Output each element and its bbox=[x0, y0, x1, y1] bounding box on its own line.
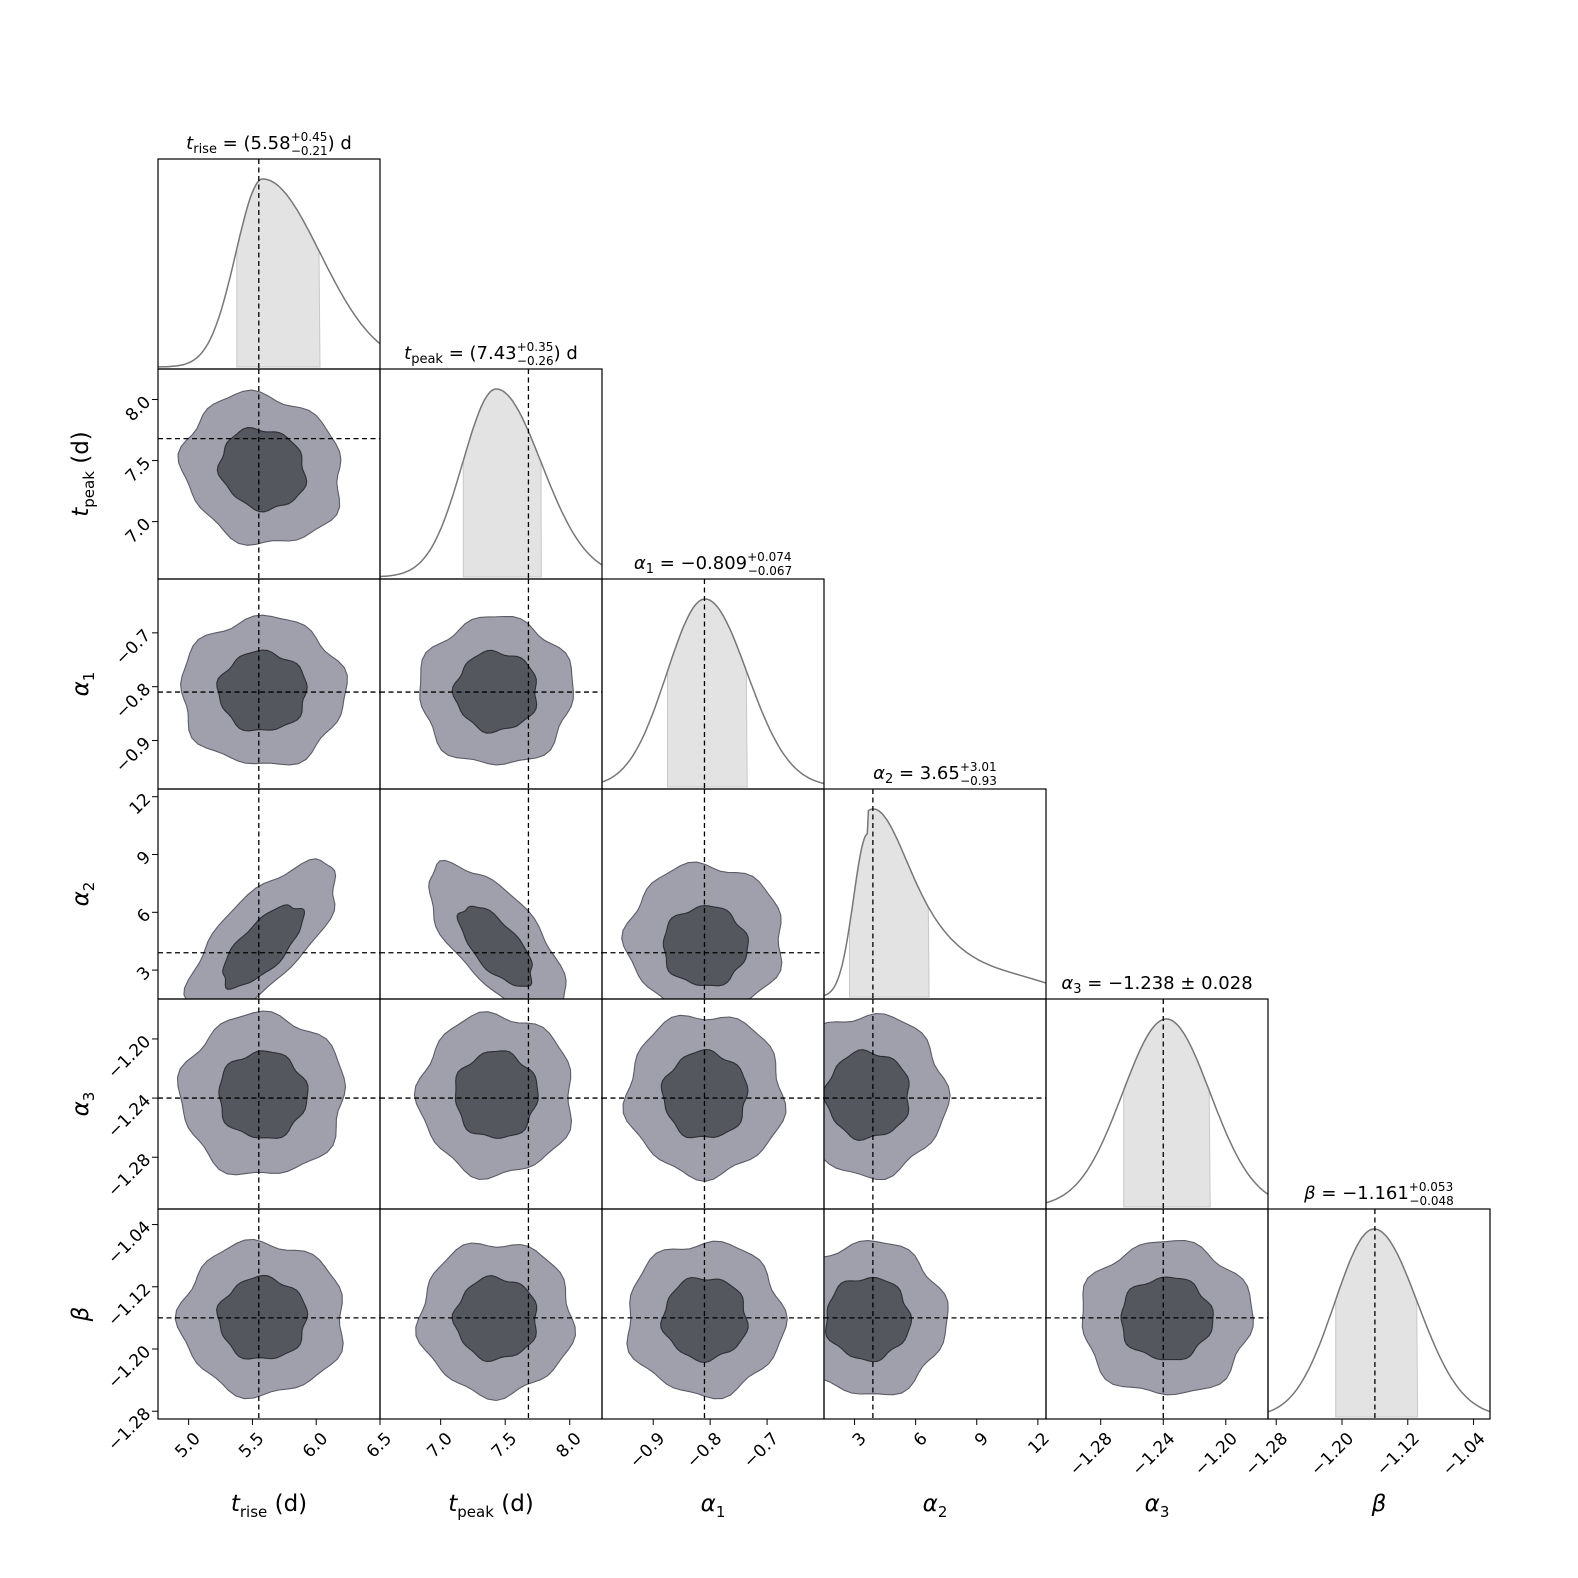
contour-68 bbox=[451, 1275, 538, 1363]
x-tick-label: 12 bbox=[1024, 1429, 1053, 1458]
joint-alpha_2-alpha_3 bbox=[823, 998, 1047, 1210]
x-tick-label: 9 bbox=[971, 1429, 993, 1451]
x-tick-label: −1.12 bbox=[1373, 1429, 1424, 1480]
marginal-beta: −1.28 −1.20 −1.12 −1.04 bbox=[1241, 1208, 1491, 1480]
x-axis-label-alpha_1: α1 bbox=[701, 1491, 726, 1521]
credible-interval-band bbox=[462, 388, 542, 578]
y-tick-label: 7.5 bbox=[122, 453, 155, 486]
marginal-alpha_3 bbox=[1045, 998, 1269, 1210]
credible-interval-band bbox=[849, 808, 930, 998]
marginal-t_peak bbox=[379, 368, 603, 580]
contour-68 bbox=[824, 1276, 913, 1363]
y-axis-label-alpha_2: α2 bbox=[68, 882, 98, 907]
contour-68 bbox=[216, 427, 308, 513]
x-tick-label: 7.5 bbox=[488, 1429, 521, 1462]
marginal-title-t_rise: trise = (5.58+0.45 −0.21) d bbox=[186, 130, 352, 158]
x-tick-label: 5.0 bbox=[171, 1429, 204, 1462]
x-tick-label: 8.0 bbox=[552, 1429, 585, 1462]
joint-alpha_1-alpha_2 bbox=[601, 788, 825, 1000]
y-tick-label: −1.28 bbox=[104, 1404, 155, 1455]
joint-t_rise-beta: −1.28 −1.20 −1.12 −1.04 5.0 5.5 6.0 6.5 bbox=[104, 1208, 396, 1462]
contour-68 bbox=[454, 1050, 539, 1139]
x-tick-label: −1.20 bbox=[1191, 1429, 1242, 1480]
posterior-density-line bbox=[824, 808, 1046, 997]
credible-interval-band bbox=[667, 598, 748, 788]
x-tick-label: −1.20 bbox=[1307, 1429, 1358, 1480]
marginal-alpha_1 bbox=[601, 578, 825, 790]
x-tick-label: 6.0 bbox=[299, 1429, 332, 1462]
joint-alpha_2-beta: 3 6 9 12 bbox=[823, 1208, 1054, 1458]
posterior-density-line bbox=[1046, 1018, 1268, 1204]
contour-68 bbox=[218, 1050, 309, 1139]
credible-interval-band bbox=[236, 178, 321, 368]
y-axis-label-alpha_3: α3 bbox=[68, 1092, 98, 1117]
joint-alpha_1-beta: −0.9 −0.8 −0.7 bbox=[601, 1208, 825, 1472]
joint-t_peak-beta: 7.0 7.5 8.0 bbox=[379, 1208, 603, 1462]
x-tick-label: −0.8 bbox=[683, 1429, 726, 1472]
marginal-title-alpha_3: α3 = −1.238 ± 0.028 bbox=[1061, 973, 1252, 997]
y-tick-label: −1.20 bbox=[104, 1342, 155, 1393]
joint-t_rise-alpha_3: −1.28 −1.24 −1.20 bbox=[104, 998, 381, 1210]
x-tick-label: 7.0 bbox=[423, 1429, 456, 1462]
marginal-title-t_peak: tpeak = (7.43+0.35 −0.26) d bbox=[404, 340, 578, 368]
x-tick-label: 6.5 bbox=[363, 1429, 396, 1462]
posterior-density-line bbox=[380, 388, 602, 578]
x-tick-label: −1.28 bbox=[1066, 1429, 1117, 1480]
marginal-title-alpha_1: α1 = −0.809+0.074 −0.067 bbox=[634, 550, 792, 578]
joint-t_rise-alpha_1: −0.9 −0.8 −0.7 bbox=[112, 578, 381, 790]
marginal-title-beta: β = −1.161+0.053 −0.048 bbox=[1303, 1180, 1454, 1208]
posterior-density-line bbox=[1268, 1228, 1490, 1413]
y-tick-label: −0.9 bbox=[112, 733, 155, 776]
y-tick-label: 12 bbox=[126, 790, 155, 819]
y-tick-label: −1.04 bbox=[104, 1217, 155, 1268]
x-axis-label-alpha_3: α3 bbox=[1145, 1491, 1170, 1521]
x-tick-label: −1.24 bbox=[1128, 1429, 1179, 1480]
y-tick-label: −1.28 bbox=[104, 1150, 155, 1201]
x-tick-label: −0.7 bbox=[740, 1429, 783, 1472]
panel-frame bbox=[1267, 1208, 1491, 1420]
contour-68 bbox=[662, 905, 749, 987]
marginal-title-alpha_2: α2 = 3.65+3.01 −0.93 bbox=[873, 760, 997, 788]
joint-t_rise-alpha_2: 3 6 9 12 bbox=[126, 788, 381, 1000]
y-tick-label: −1.12 bbox=[104, 1280, 155, 1331]
joint-t_peak-alpha_2 bbox=[379, 788, 603, 1000]
joint-t_rise-t_peak: 7.0 7.5 8.0 bbox=[122, 368, 381, 580]
posterior-density-line bbox=[602, 598, 824, 785]
y-tick-label: −1.24 bbox=[104, 1091, 155, 1142]
x-tick-label: −1.04 bbox=[1439, 1429, 1490, 1480]
y-tick-label: 8.0 bbox=[122, 392, 155, 425]
y-tick-label: 9 bbox=[133, 847, 155, 869]
x-tick-label: −1.28 bbox=[1241, 1429, 1292, 1480]
x-tick-label: 6 bbox=[910, 1429, 932, 1451]
x-tick-label: −0.9 bbox=[626, 1429, 669, 1472]
x-axis-label-alpha_2: α2 bbox=[923, 1491, 948, 1521]
y-tick-label: −0.7 bbox=[112, 626, 155, 669]
y-tick-label: −0.8 bbox=[112, 680, 155, 723]
contour-68 bbox=[824, 1049, 910, 1141]
joint-alpha_3-beta: −1.28 −1.24 −1.20 bbox=[1045, 1208, 1269, 1480]
joint-t_peak-alpha_3 bbox=[379, 998, 603, 1210]
y-axis-label-beta: β bbox=[68, 1307, 94, 1323]
x-tick-label: 5.5 bbox=[235, 1429, 268, 1462]
y-tick-label: 3 bbox=[133, 963, 155, 985]
joint-t_peak-alpha_1 bbox=[379, 578, 603, 790]
joint-alpha_1-alpha_3 bbox=[601, 998, 825, 1210]
credible-interval-band bbox=[1123, 1018, 1211, 1208]
y-axis-label-alpha_1: α1 bbox=[68, 672, 98, 697]
y-tick-label: −1.20 bbox=[104, 1032, 155, 1083]
posterior-density-line bbox=[158, 178, 380, 368]
y-tick-label: 6 bbox=[133, 905, 155, 927]
contour-68 bbox=[222, 904, 306, 990]
credible-interval-band bbox=[1335, 1228, 1419, 1418]
x-axis-label-t_peak: tpeak (d) bbox=[448, 1491, 534, 1521]
y-axis-label-t_peak: tpeak (d) bbox=[68, 431, 98, 517]
marginal-t_rise bbox=[157, 158, 381, 370]
x-axis-label-t_rise: trise (d) bbox=[231, 1491, 307, 1521]
marginal-alpha_2 bbox=[823, 788, 1047, 1000]
y-tick-label: 7.0 bbox=[122, 515, 155, 548]
x-tick-label: 3 bbox=[849, 1429, 871, 1451]
x-axis-label-beta: β bbox=[1371, 1491, 1387, 1517]
